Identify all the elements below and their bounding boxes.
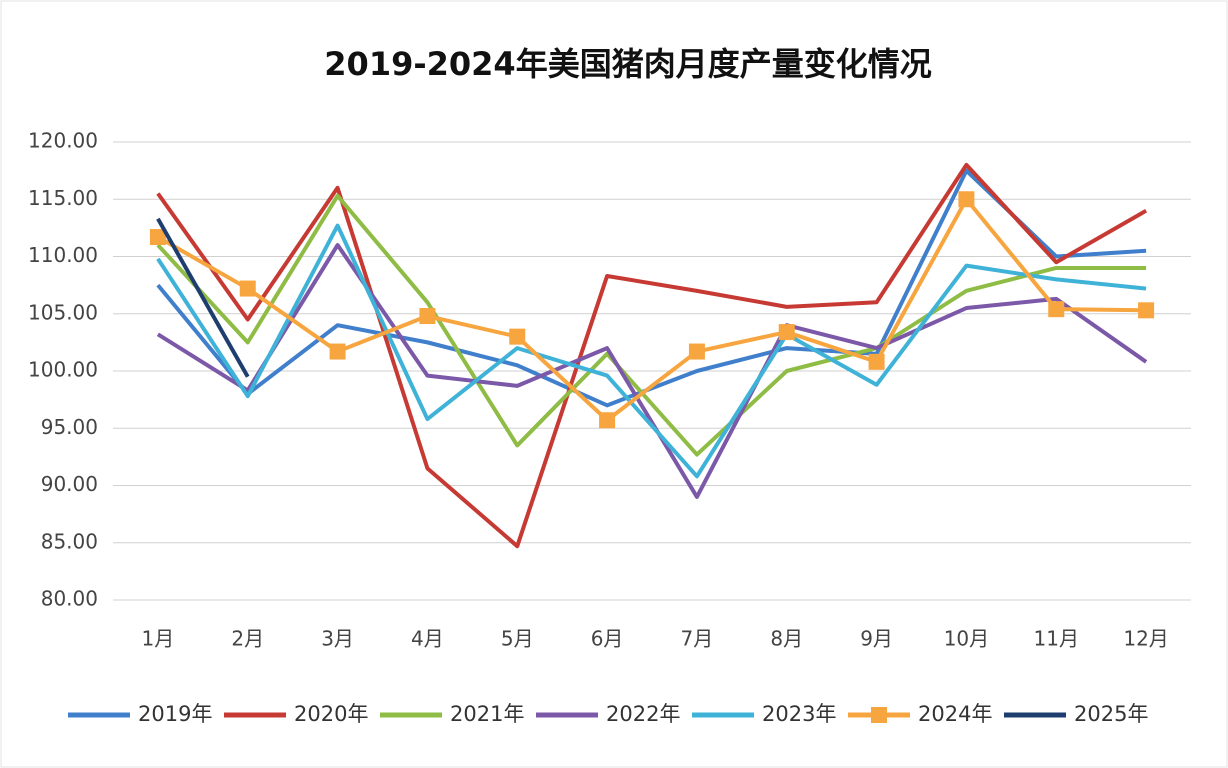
point-marker [1048,301,1065,318]
y-tick-label: 85.00 [41,529,98,553]
x-tick-label: 3月 [321,627,354,651]
series-line [156,217,250,378]
point-marker [149,229,166,246]
series-line [156,243,1148,499]
y-tick-label: 95.00 [41,415,98,439]
series-line [156,193,1147,457]
y-tick-label: 100.00 [28,358,98,382]
point-marker [239,280,256,297]
point-marker [778,324,795,341]
x-tick-label: 7月 [681,627,714,651]
series-line [156,197,1147,423]
x-tick-label: 9月 [860,627,893,651]
x-tick-label: 8月 [770,627,803,651]
series-line [156,162,1148,549]
legend-label: 2020年 [294,702,368,726]
legend-label: 2024年 [918,702,992,726]
x-tick-label: 12月 [1123,627,1168,651]
y-tick-label: 120.00 [28,129,98,153]
chart-title: 2019-2024年美国猪肉月度产量变化情况 [324,45,931,83]
x-tick-label: 6月 [591,627,624,651]
legend-label: 2021年 [450,702,524,726]
x-tick-label: 2月 [231,627,264,651]
legend-label: 2022年 [606,702,680,726]
y-tick-label: 90.00 [41,472,98,496]
point-marker [599,412,616,429]
point-marker [509,328,526,345]
x-tick-label: 4月 [411,627,444,651]
point-marker [419,308,436,325]
x-tick-label: 1月 [142,627,175,651]
legend-marker [871,707,887,723]
x-tick-label: 5月 [501,627,534,651]
point-marker [688,343,705,360]
legend-label: 2019年 [138,702,212,726]
x-tick-label: 11月 [1034,627,1079,651]
point-marker [329,343,346,360]
y-tick-label: 115.00 [28,186,98,210]
y-tick-label: 80.00 [41,587,98,611]
y-tick-label: 105.00 [28,300,98,324]
legend-label: 2025年 [1074,702,1148,726]
point-marker [958,191,975,208]
point-marker [1138,302,1155,319]
y-tick-label: 110.00 [28,243,98,267]
x-tick-label: 10月 [944,627,989,651]
point-marker [868,353,885,370]
legend-label: 2023年 [762,702,836,726]
series-line [156,223,1147,479]
